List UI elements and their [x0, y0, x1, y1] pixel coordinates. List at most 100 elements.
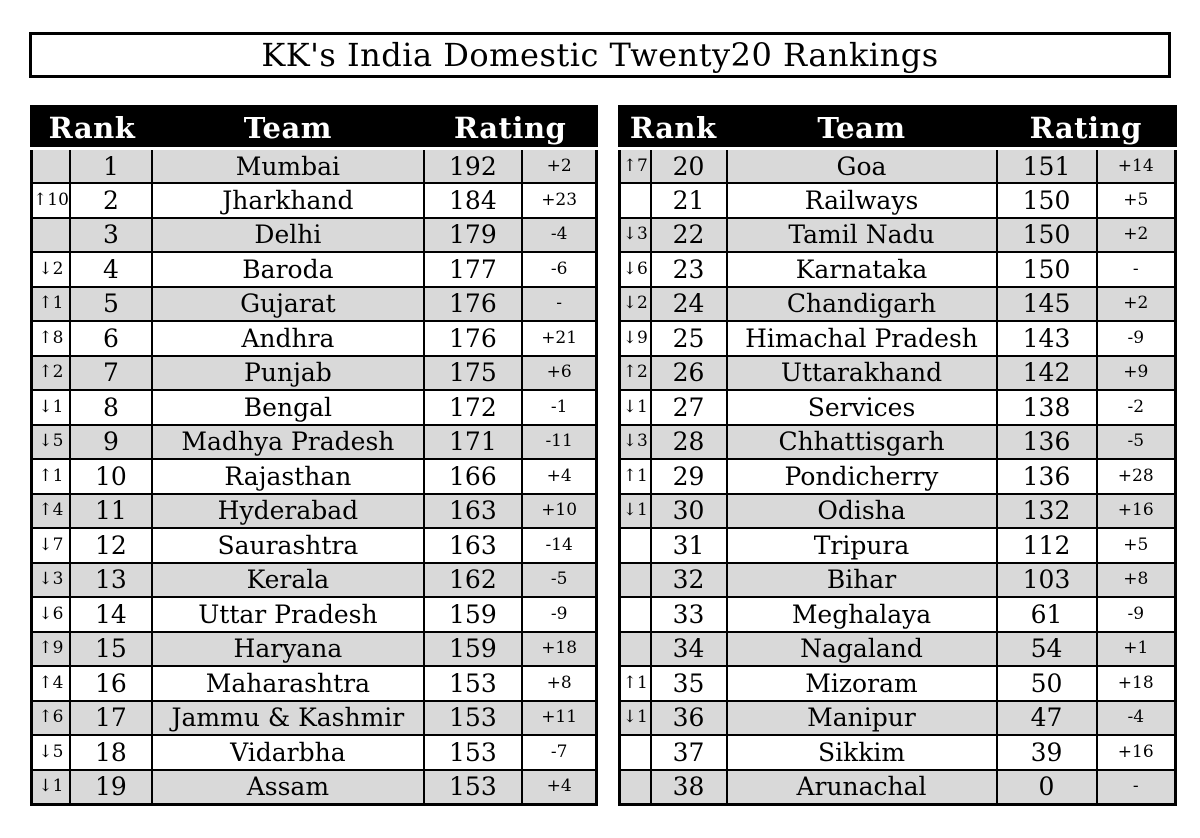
table-row: ↑2 7 Punjab 175 +6	[30, 354, 598, 391]
rating-value: 162	[422, 561, 523, 598]
rank-value: 12	[68, 527, 153, 564]
team-name: Maharashtra	[150, 665, 425, 702]
movement-indicator: ↑1	[618, 665, 652, 702]
rank-value: 3	[68, 216, 153, 253]
rank-value: 33	[649, 596, 728, 633]
rating-change: -1	[520, 389, 598, 426]
table-row: 1 Mumbai 192 +2	[30, 147, 598, 184]
team-name: Goa	[725, 147, 998, 184]
down-arrow-icon: ↓	[622, 327, 637, 348]
movement-indicator: ↓2	[30, 251, 71, 288]
team-name: Chhattisgarh	[725, 423, 998, 460]
movement-indicator: ↓3	[618, 216, 652, 253]
rank-value: 29	[649, 458, 728, 495]
down-arrow-icon: ↓	[622, 224, 637, 245]
team-name: Delhi	[150, 216, 425, 253]
rating-value: 150	[995, 251, 1098, 288]
table-row: ↑1 10 Rajasthan 166 +4	[30, 458, 598, 495]
rank-value: 16	[68, 665, 153, 702]
rank-value: 11	[68, 492, 153, 529]
movement-indicator: ↓2	[618, 285, 652, 322]
rank-value: 27	[649, 389, 728, 426]
down-arrow-icon: ↓	[622, 707, 637, 728]
table-row: ↓1 30 Odisha 132 +16	[618, 492, 1177, 529]
team-name: Mumbai	[150, 147, 425, 184]
table-row: ↓1 36 Manipur 47 -4	[618, 699, 1177, 736]
table-row: ↓2 24 Chandigarh 145 +2	[618, 285, 1177, 322]
movement-places: 3	[636, 224, 648, 245]
rank-value: 24	[649, 285, 728, 322]
rank-column-header: Rank	[618, 105, 728, 150]
page-title: KK's India Domestic Twenty20 Rankings	[261, 36, 939, 74]
rating-value: 136	[995, 458, 1098, 495]
rating-change: +2	[1095, 285, 1177, 322]
movement-places: 3	[52, 569, 64, 590]
table-row: ↓2 4 Baroda 177 -6	[30, 251, 598, 288]
table-row: ↑1 5 Gujarat 176-	[30, 285, 598, 322]
table-row: ↓3 22 Tamil Nadu 150 +2	[618, 216, 1177, 253]
table-row: 32 Bihar 103 +8	[618, 561, 1177, 598]
movement-places: 1	[52, 293, 64, 314]
movement-places: 1	[636, 672, 648, 693]
down-arrow-icon: ↓	[622, 293, 637, 314]
up-arrow-icon: ↑	[622, 465, 637, 486]
rating-value: 136	[995, 423, 1098, 460]
team-name: Baroda	[150, 251, 425, 288]
team-column-header: Team	[725, 105, 998, 150]
up-arrow-icon: ↑	[38, 465, 53, 486]
rating-value: 132	[995, 492, 1098, 529]
rating-value: 153	[422, 768, 523, 805]
rating-value: 150	[995, 182, 1098, 219]
rank-value: 6	[68, 320, 153, 357]
team-name: Rajasthan	[150, 458, 425, 495]
rating-value: 176	[422, 285, 523, 322]
team-name: Meghalaya	[725, 596, 998, 633]
movement-places: 1	[636, 707, 648, 728]
movement-indicator: ↓1	[618, 699, 652, 736]
rating-value: 142	[995, 354, 1098, 391]
team-name: Hyderabad	[150, 492, 425, 529]
rating-change: -	[1095, 768, 1177, 805]
rating-change: +4	[520, 768, 598, 805]
table-row: 34 Nagaland 54 +1	[618, 630, 1177, 667]
movement-places: 1	[636, 500, 648, 521]
team-name: Jharkhand	[150, 182, 425, 219]
rankings-table-left: Rank Team Rating 1 Mumbai 192 +2 ↑10 2 Jharkha…	[30, 105, 599, 806]
rating-change: +28	[1095, 458, 1177, 495]
movement-indicator: ↑1	[30, 285, 71, 322]
rating-value: 179	[422, 216, 523, 253]
team-name: Tamil Nadu	[725, 216, 998, 253]
rank-value: 35	[649, 665, 728, 702]
rating-value: 163	[422, 527, 523, 564]
team-name: Jammu & Kashmir	[150, 699, 425, 736]
rankings-table-right: Rank Team Rating ↑7 20 Goa 151 +14 21 Railways…	[618, 105, 1177, 806]
rank-value: 17	[68, 699, 153, 736]
rating-change: -5	[1095, 423, 1177, 460]
rating-change: -9	[520, 596, 598, 633]
rank-value: 1	[68, 147, 153, 184]
movement-indicator	[618, 561, 652, 598]
rank-value: 19	[68, 768, 153, 805]
movement-places: 4	[52, 672, 64, 693]
team-name: Saurashtra	[150, 527, 425, 564]
rank-value: 13	[68, 561, 153, 598]
table-row: ↑2 26 Uttarakhand 142 +9	[618, 354, 1177, 391]
rank-value: 25	[649, 320, 728, 357]
rating-change: -2	[1095, 389, 1177, 426]
table-row: ↑6 17 Jammu & Kashmir 153 +11	[30, 699, 598, 736]
rating-change: -	[520, 285, 598, 322]
rating-change: +5	[1095, 182, 1177, 219]
table-row: ↓9 25 Himachal Pradesh 143 -9	[618, 320, 1177, 357]
rating-value: 112	[995, 527, 1098, 564]
rating-change: -	[1095, 251, 1177, 288]
team-name: Nagaland	[725, 630, 998, 667]
table-row: ↓5 9 Madhya Pradesh 171 -11	[30, 423, 598, 460]
rank-value: 4	[68, 251, 153, 288]
rank-value: 2	[68, 182, 153, 219]
movement-indicator: ↓7	[30, 527, 71, 564]
rating-change: +6	[520, 354, 598, 391]
rating-change: -9	[1095, 320, 1177, 357]
rating-value: 159	[422, 630, 523, 667]
movement-places: 6	[636, 258, 648, 279]
rank-value: 38	[649, 768, 728, 805]
